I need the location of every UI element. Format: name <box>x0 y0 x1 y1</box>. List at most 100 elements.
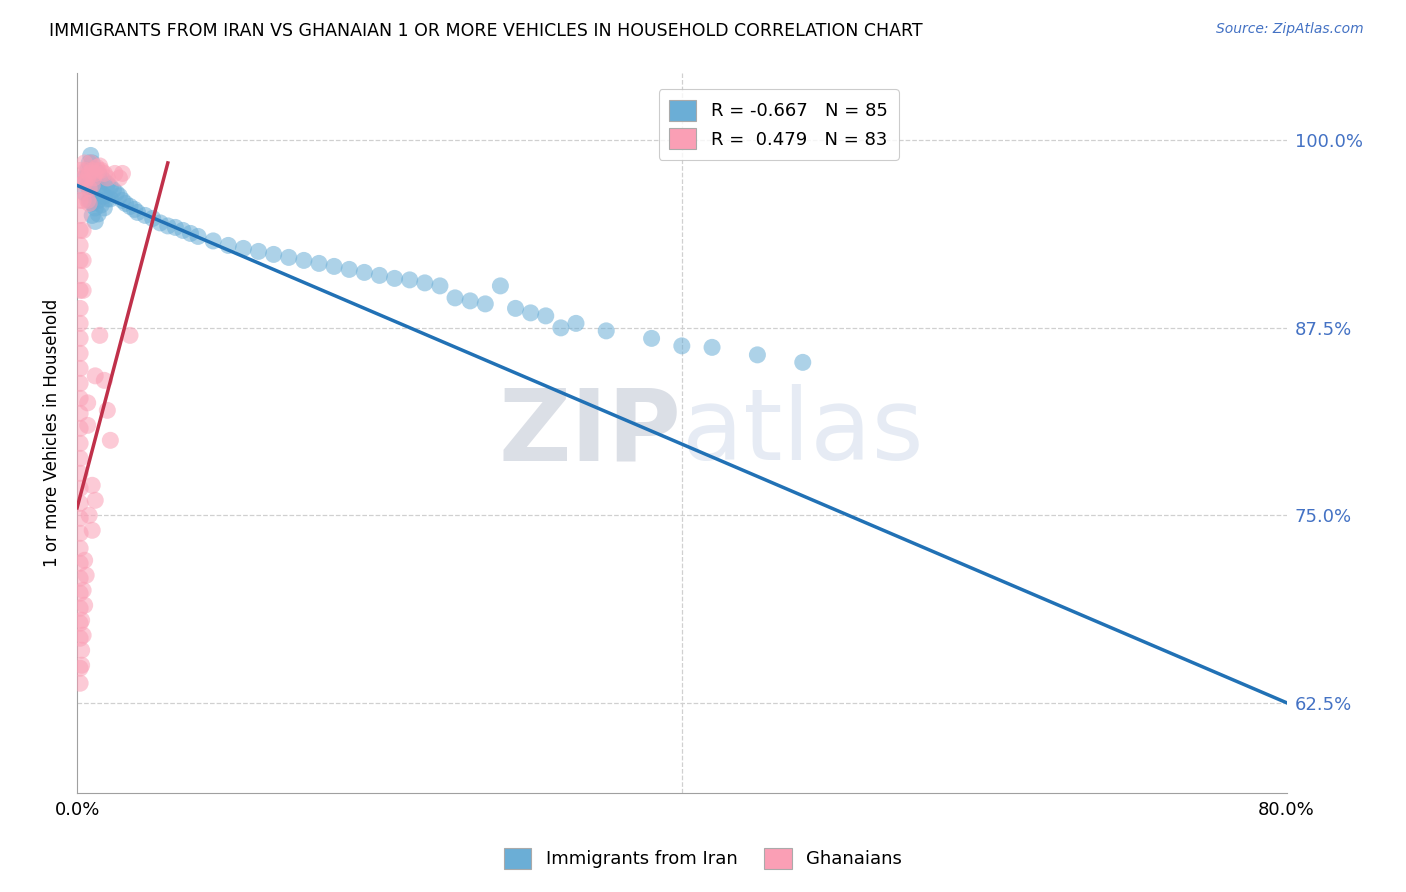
Point <box>80 194 103 208</box>
Point <box>247 244 270 259</box>
Point <box>519 306 541 320</box>
Point <box>640 331 662 345</box>
Point <box>489 279 512 293</box>
Point <box>69 661 91 675</box>
Point <box>69 317 91 331</box>
Point <box>69 541 91 556</box>
Point <box>69 178 91 193</box>
Point <box>217 238 239 252</box>
Point <box>69 268 91 283</box>
Point <box>76 178 98 193</box>
Point <box>72 583 94 598</box>
Point <box>108 170 131 185</box>
Point <box>90 186 112 200</box>
Point <box>70 658 93 673</box>
Point <box>87 194 110 208</box>
Point <box>69 556 91 570</box>
Point <box>72 223 94 237</box>
Point <box>96 192 118 206</box>
Point <box>69 361 91 376</box>
Point <box>98 434 121 448</box>
Point <box>77 196 100 211</box>
Point <box>72 628 94 642</box>
Point <box>89 159 111 173</box>
Point <box>77 508 100 523</box>
Point <box>69 586 91 600</box>
Point <box>69 223 91 237</box>
Point <box>118 199 141 213</box>
Point <box>82 209 104 223</box>
Point <box>263 247 285 261</box>
Point <box>69 526 91 541</box>
Point <box>671 339 693 353</box>
Point <box>69 632 91 646</box>
Point <box>82 523 104 537</box>
Point <box>142 211 165 226</box>
Point <box>429 279 451 293</box>
Point <box>69 163 91 178</box>
Text: Source: ZipAtlas.com: Source: ZipAtlas.com <box>1216 22 1364 37</box>
Point <box>87 207 110 221</box>
Point <box>474 297 496 311</box>
Point <box>413 276 436 290</box>
Point <box>69 676 91 690</box>
Point <box>534 309 557 323</box>
Point <box>84 368 107 383</box>
Point <box>700 340 723 354</box>
Point <box>73 186 96 200</box>
Point <box>84 214 107 228</box>
Point <box>111 166 134 180</box>
Point <box>73 176 96 190</box>
Point <box>75 163 97 178</box>
Point <box>73 156 96 170</box>
Point <box>84 201 107 215</box>
Point <box>118 328 141 343</box>
Point <box>134 209 156 223</box>
Point <box>108 189 131 203</box>
Point <box>595 324 617 338</box>
Point <box>550 321 572 335</box>
Point <box>73 170 96 185</box>
Point <box>69 253 91 268</box>
Point <box>96 170 118 185</box>
Point <box>82 181 104 195</box>
Point <box>114 196 136 211</box>
Point <box>69 238 91 252</box>
Point <box>76 170 98 185</box>
Text: ZIP: ZIP <box>499 384 682 482</box>
Point <box>444 291 467 305</box>
Point <box>353 265 375 279</box>
Point <box>69 601 91 615</box>
Point <box>72 194 94 208</box>
Point <box>69 209 91 223</box>
Point <box>69 392 91 406</box>
Point <box>69 346 91 360</box>
Point <box>76 418 98 433</box>
Point <box>98 192 121 206</box>
Point <box>747 348 769 362</box>
Point <box>308 256 330 270</box>
Point <box>277 251 299 265</box>
Point <box>69 467 91 481</box>
Point <box>69 451 91 466</box>
Point <box>69 616 91 631</box>
Point <box>93 189 115 203</box>
Point <box>82 170 104 185</box>
Legend: Immigrants from Iran, Ghanaians: Immigrants from Iran, Ghanaians <box>496 840 910 876</box>
Point <box>105 186 128 200</box>
Point <box>69 406 91 420</box>
Point <box>76 163 98 178</box>
Point <box>72 284 94 298</box>
Point <box>77 156 100 170</box>
Point <box>75 568 97 582</box>
Point <box>368 268 391 283</box>
Point <box>93 373 115 387</box>
Point <box>69 436 91 450</box>
Point <box>69 284 91 298</box>
Point <box>69 331 91 345</box>
Point <box>83 170 105 185</box>
Point <box>398 273 420 287</box>
Point <box>73 553 96 567</box>
Point <box>77 181 100 195</box>
Point <box>77 170 100 185</box>
